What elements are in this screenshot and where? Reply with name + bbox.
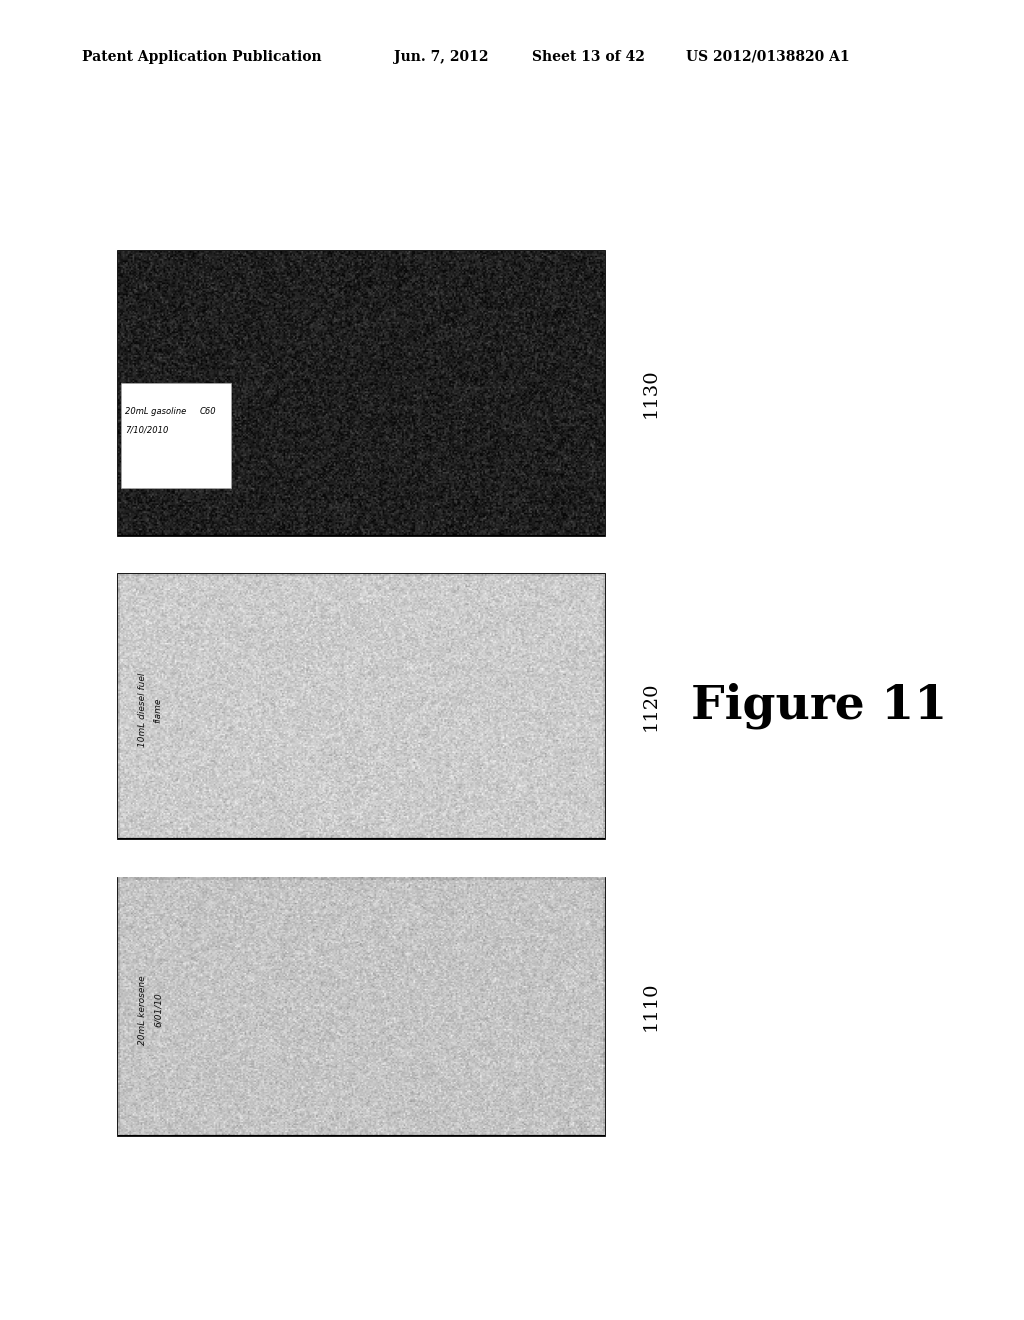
Text: 7/10/2010: 7/10/2010	[125, 426, 168, 434]
Bar	[118, 574, 604, 838]
Text: Figure 11: Figure 11	[691, 682, 947, 730]
Text: 1130: 1130	[641, 368, 659, 417]
Text: 6/01/10: 6/01/10	[154, 993, 163, 1027]
Text: 20mL kerosene: 20mL kerosene	[138, 975, 147, 1044]
Text: 20mL gasoline: 20mL gasoline	[125, 408, 186, 416]
Text: 1120: 1120	[641, 681, 659, 731]
Text: Sheet 13 of 42: Sheet 13 of 42	[532, 50, 645, 63]
Text: 1110: 1110	[641, 982, 659, 1031]
Text: 10mL diesel fuel: 10mL diesel fuel	[138, 673, 147, 747]
Text: C60: C60	[200, 408, 216, 416]
Text: US 2012/0138820 A1: US 2012/0138820 A1	[686, 50, 850, 63]
Bar	[118, 878, 604, 1135]
Bar	[118, 251, 604, 535]
Text: Patent Application Publication: Patent Application Publication	[82, 50, 322, 63]
Text: flame: flame	[154, 697, 163, 723]
Bar	[121, 383, 231, 488]
Text: Jun. 7, 2012: Jun. 7, 2012	[394, 50, 488, 63]
